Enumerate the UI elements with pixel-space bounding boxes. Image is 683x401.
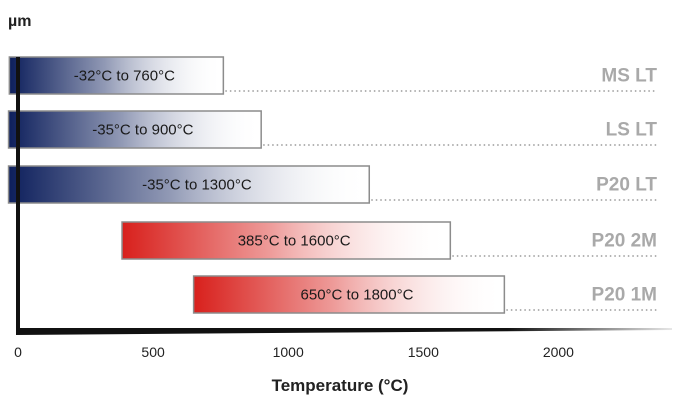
x-tick-label: 1500 — [408, 344, 439, 360]
range-bar-label: 385°C to 1600°C — [238, 233, 351, 250]
y-axis-unit-label: µm — [8, 13, 31, 30]
x-axis-title: Temperature (°C) — [272, 376, 409, 395]
sensor-name-label: P20 LT — [596, 175, 657, 196]
x-axis-line — [16, 328, 672, 335]
range-bar — [8, 56, 225, 95]
range-bars: -32°C to 760°C MS LT -35°C to 900°C LS LT -3… — [7, 56, 658, 314]
sensor-name-label: MS LT — [601, 66, 657, 87]
sensor-name-label: LS LT — [606, 120, 658, 141]
range-bar — [7, 165, 371, 204]
range-bar-label: 650°C to 1800°C — [301, 287, 414, 304]
sensor-name-label: P20 2M — [592, 231, 657, 252]
x-tick-label: 0 — [14, 344, 22, 360]
range-bar-label: -32°C to 760°C — [74, 68, 175, 85]
x-tick-label: 500 — [141, 344, 165, 360]
x-axis-ticks: 0 500 1000 1500 2000 — [14, 344, 574, 360]
sensor-name-label: P20 1M — [592, 285, 657, 306]
range-bar-label: -35°C to 1300°C — [142, 177, 252, 194]
axes — [16, 57, 672, 335]
range-bar-label: -35°C to 900°C — [92, 122, 193, 139]
x-tick-label: 2000 — [543, 344, 574, 360]
range-bar — [7, 110, 262, 149]
range-bar — [192, 275, 506, 314]
y-axis-line — [16, 57, 20, 331]
x-tick-label: 1000 — [273, 344, 304, 360]
range-bar — [121, 221, 452, 260]
